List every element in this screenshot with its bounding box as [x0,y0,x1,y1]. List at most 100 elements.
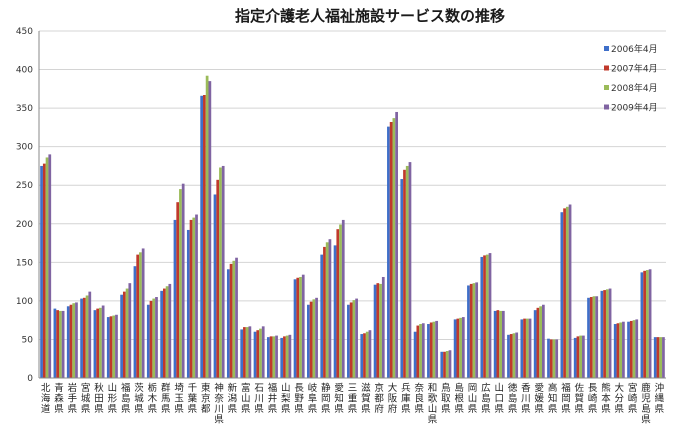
bar [109,316,113,378]
bar [472,283,476,378]
bar [66,306,70,378]
bar [443,351,446,378]
bar [432,321,436,378]
bar [501,310,505,378]
y-tick-label: 250 [16,181,33,191]
bar [125,288,129,378]
legend-label: 2008年4月 [611,82,658,94]
bar [80,298,83,378]
bar [259,328,262,378]
bar [363,333,366,378]
bar [592,296,596,378]
bar [403,169,406,378]
bar [613,324,617,378]
bar [461,317,465,378]
bar [61,310,65,378]
legend-label: 2006年4月 [611,43,658,55]
legend: 2006年4月 2007年4月 2008年4月 2009年4月 [604,43,658,114]
x-tick-label: 佐賀県 [575,382,585,415]
bar [203,95,206,378]
bar [563,208,566,378]
bar [112,315,116,378]
x-tick-label: 山形県 [108,383,118,415]
bar [226,269,230,378]
bar [101,305,105,378]
bar [627,321,630,378]
bar [648,269,652,378]
bar [413,331,417,378]
bar [645,270,649,378]
axes [38,31,666,379]
bar [213,194,217,378]
x-tick-label: 奈良県 [414,382,424,415]
bar [419,324,422,378]
y-tick-label: 200 [16,220,33,230]
bar [608,288,612,378]
bar [120,294,123,378]
x-tick-label: 香川県 [521,383,531,415]
bar [589,297,593,378]
bar [507,334,510,378]
bar [616,323,620,378]
bar [155,297,158,378]
bar [488,253,492,378]
bar [365,331,369,378]
x-tick-label: 秋田県 [94,382,104,415]
bar [421,323,425,378]
bar [45,157,49,378]
legend-swatch [604,46,609,51]
x-tick-label: 千葉県 [188,383,198,415]
bar [296,277,300,378]
x-tick-label: 新潟県 [228,382,238,415]
bar [379,283,382,378]
x-axis-ticks: 北海道青森県岩手県宮城県秋田県山形県福島県茨城県栃木県群馬県埼玉県千葉県東京都神… [41,382,665,426]
bar [312,299,316,378]
bar [261,326,265,378]
bar [587,297,590,378]
y-tick-label: 300 [16,143,33,153]
x-tick-label: 石川県 [254,383,264,415]
bar [42,163,46,378]
bar [115,314,118,378]
bar [416,325,420,378]
bar [435,320,439,378]
x-tick-label: 東京都 [201,382,211,415]
bar [315,297,318,378]
bar [480,256,484,378]
x-tick-label: 愛媛県 [535,382,545,415]
bar [603,290,606,378]
bar [656,337,660,378]
x-tick-label: 北海道 [41,383,51,415]
bar [555,339,559,378]
bar [509,334,513,378]
bar [168,283,172,378]
bar [216,179,220,378]
bar [523,318,526,378]
bar [139,252,142,378]
bar [347,304,350,378]
bar [165,286,169,378]
bar [568,204,572,378]
x-tick-label: 岡山県 [468,383,478,415]
bar [662,337,665,378]
bar [499,310,502,378]
bar [235,257,238,378]
bar [208,81,212,378]
bar [333,245,337,378]
bar [141,248,145,378]
bar [629,320,633,378]
bar [448,350,452,378]
bar [266,337,270,378]
bar [525,318,529,378]
bar [269,336,273,378]
bar [376,283,380,378]
bar [85,295,89,378]
x-tick-label: 沖縄県 [655,382,665,415]
y-tick-label: 350 [16,104,33,114]
bar [512,333,516,378]
bar [40,165,43,378]
x-tick-label: 島根県 [454,382,464,415]
bar [565,206,569,378]
bar [272,336,276,378]
